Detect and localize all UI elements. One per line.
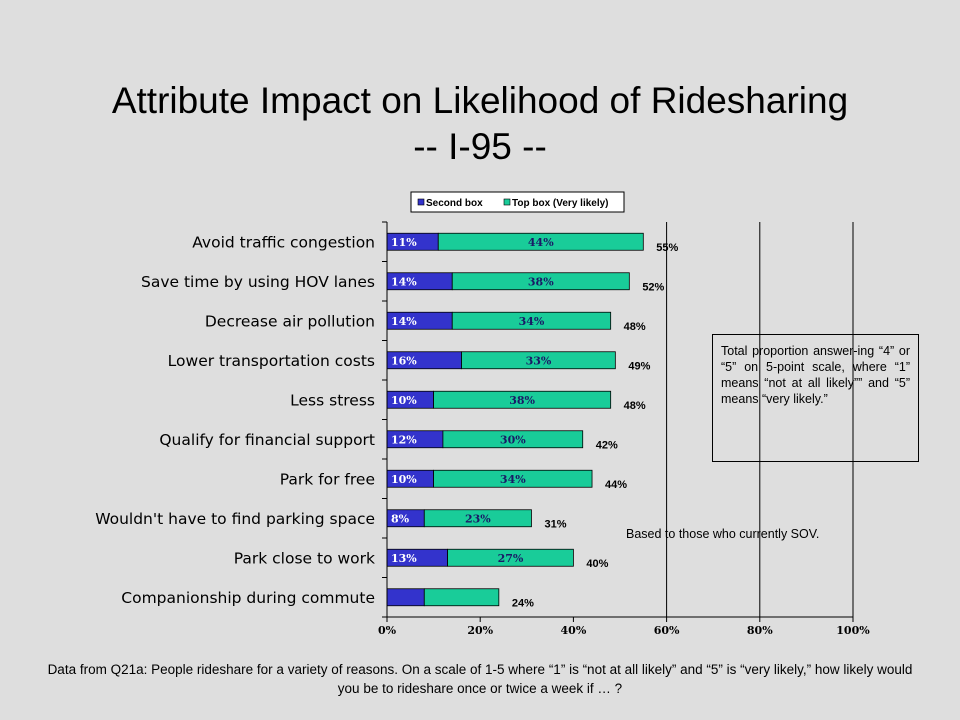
data-label-total: 44% — [605, 479, 627, 491]
category-label: Save time by using HOV lanes — [141, 273, 375, 291]
data-label-total: 42% — [596, 439, 618, 451]
data-label-top-box: 30% — [500, 433, 526, 446]
data-label-top-box: 38% — [509, 394, 535, 407]
title-line-2: -- I-95 -- — [413, 126, 547, 167]
legend-box — [410, 191, 625, 213]
chart-title: Attribute Impact on Likelihood of Ridesh… — [0, 78, 960, 170]
data-label-total: 31% — [544, 518, 566, 530]
data-label-total: 24% — [512, 597, 534, 609]
data-label-top-box: 34% — [500, 473, 526, 486]
x-tick-label: 80% — [747, 624, 773, 637]
data-label-total: 48% — [624, 400, 646, 412]
data-label-top-box: 34% — [519, 315, 545, 328]
title-line-1: Attribute Impact on Likelihood of Ridesh… — [111, 80, 849, 121]
bar-second-box — [386, 588, 425, 607]
data-label-top-box: 38% — [528, 275, 554, 288]
category-label: Decrease air pollution — [205, 312, 375, 330]
data-label-top-box: 33% — [526, 354, 552, 367]
data-label-second-box: 11% — [391, 236, 417, 249]
x-tick-label: 100% — [836, 624, 870, 637]
data-label-second-box: 14% — [391, 275, 417, 288]
data-label-total: 48% — [624, 321, 646, 333]
data-label-total: 52% — [642, 281, 664, 293]
data-label-second-box: 14% — [391, 315, 417, 328]
x-tick-label: 60% — [654, 624, 680, 637]
x-tick-label: 20% — [467, 624, 493, 637]
legend-label-top-box: Top box (Very likely) — [512, 198, 609, 209]
bar-top-box — [461, 351, 616, 370]
data-label-total: 55% — [656, 242, 678, 254]
legend-label-second-box: Second box — [426, 198, 483, 209]
bar-top-box — [451, 272, 630, 291]
legend-swatch-second-box — [417, 198, 425, 206]
bar-top-box — [423, 588, 500, 607]
based-note: Based to those who currently SOV. — [626, 527, 820, 541]
data-label-second-box: 12% — [391, 433, 417, 446]
data-label-second-box: 10% — [391, 394, 417, 407]
data-label-second-box: 13% — [391, 552, 417, 565]
data-label-top-box: 23% — [465, 512, 491, 525]
category-label: Park close to work — [234, 549, 375, 567]
category-label: Lower transportation costs — [168, 352, 375, 370]
data-label-top-box: 27% — [498, 552, 524, 565]
bar-top-box — [447, 548, 574, 567]
data-label-second-box: 16% — [391, 354, 417, 367]
data-label-total: 49% — [628, 360, 650, 372]
category-label: Qualify for financial support — [159, 431, 375, 449]
footnote: Data from Q21a: People rideshare for a v… — [47, 662, 913, 696]
data-label-second-box: 10% — [391, 473, 417, 486]
legend: Second box Top box (Very likely) — [410, 191, 625, 213]
bar-top-box — [433, 469, 593, 488]
category-label: Wouldn't have to find parking space — [95, 510, 375, 528]
bar-top-box — [423, 509, 532, 528]
category-label: Companionship during commute — [121, 589, 375, 607]
gridlines — [666, 222, 854, 617]
bar-top-box — [433, 390, 612, 409]
data-label-top-box: 44% — [528, 236, 554, 249]
x-tick-label: 0% — [378, 624, 397, 637]
legend-swatch-top-box — [503, 198, 511, 206]
data-label-second-box: 8% — [391, 512, 410, 525]
axes: 0% 20% 40% 60% 80% 100% — [378, 221, 870, 637]
category-label: Avoid traffic congestion — [192, 233, 375, 251]
category-label: Less stress — [290, 391, 375, 409]
bars: Avoid traffic congestion 11% 44% 55% Save ti… — [95, 232, 679, 609]
category-label: Park for free — [280, 470, 375, 488]
bar-top-box — [451, 311, 612, 330]
bar-top-box — [437, 232, 644, 251]
note-box: Total proportion answer-ing “4” or “5” o… — [712, 334, 919, 462]
x-tick-label: 40% — [561, 624, 587, 637]
bar-top-box — [442, 430, 584, 449]
data-label-total: 40% — [586, 558, 608, 570]
